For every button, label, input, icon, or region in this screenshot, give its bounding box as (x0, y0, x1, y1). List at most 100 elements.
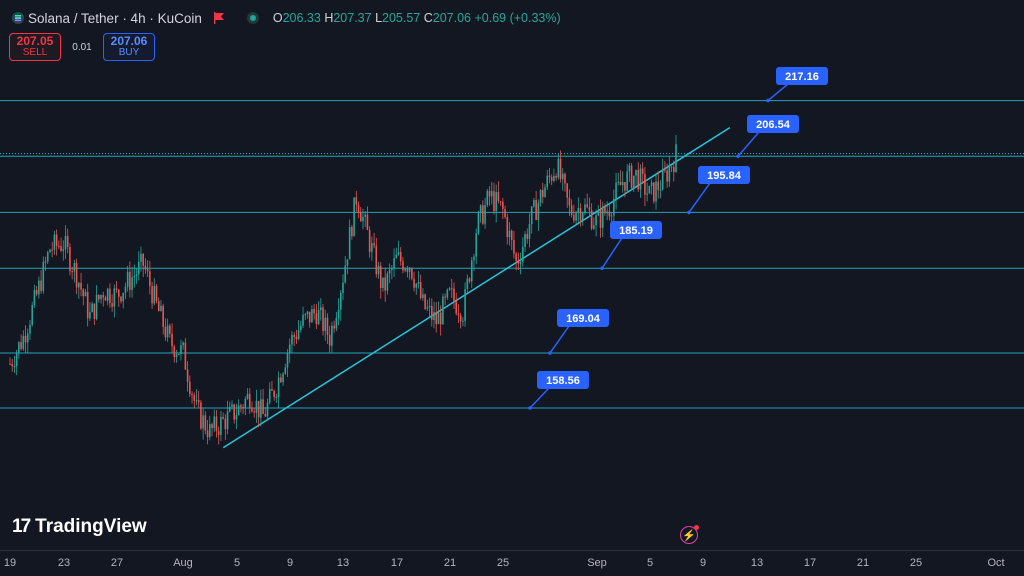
candle-body (553, 175, 555, 181)
candle-body (431, 305, 433, 320)
sell-label: SELL (22, 47, 48, 58)
candle-body (533, 200, 535, 207)
close-label: C (423, 11, 433, 25)
candle-body (528, 224, 531, 239)
candle-body (568, 197, 571, 206)
candle-body (388, 269, 391, 274)
candle-body (33, 289, 36, 306)
candle-body (189, 381, 191, 394)
candle-body (379, 265, 382, 288)
candle-body (344, 265, 347, 283)
candle-body (95, 294, 98, 319)
candle-body (586, 204, 588, 208)
candle-body (64, 235, 67, 250)
candle-body (91, 303, 93, 313)
candle-body (284, 367, 287, 374)
candle-body (444, 296, 446, 298)
level-label-box (776, 67, 828, 85)
level-anchor-dot (736, 154, 740, 159)
candle-body (530, 206, 533, 225)
candle-body (75, 262, 78, 288)
open-value: 206.33 (282, 11, 321, 25)
buy-button[interactable]: 207.06 BUY (103, 33, 155, 61)
candle-body (666, 170, 668, 182)
candle-body (490, 191, 493, 197)
candle-body (18, 342, 20, 353)
candle-body (295, 337, 298, 339)
bolt-icon[interactable]: ⚡ (680, 525, 699, 544)
candle-body (231, 404, 233, 407)
candle-body (131, 277, 133, 290)
flag-icon[interactable] (213, 12, 225, 24)
trendline (222, 127, 731, 449)
candle-body (588, 207, 591, 211)
candle-body (38, 280, 40, 295)
symbol-header: Solana / Tether · 4h · KuCoin O206.33 H2… (12, 8, 561, 28)
candle-body (377, 265, 380, 275)
candle-body (166, 325, 169, 338)
candle-body (29, 324, 31, 334)
tradingview-logo[interactable]: 17 TradingView (12, 516, 147, 538)
candle-body (510, 230, 513, 241)
candle-body (15, 352, 18, 367)
candle-body (69, 246, 71, 272)
candle-body (635, 169, 637, 176)
candle-body (115, 288, 118, 290)
candle-body (228, 406, 231, 412)
candle-body (624, 182, 626, 191)
candle-body (111, 303, 113, 307)
candle-body (544, 187, 546, 198)
candle-body (675, 144, 677, 173)
sell-button[interactable]: 207.05 SELL (9, 33, 61, 61)
candle-body (546, 175, 549, 188)
candle-body (644, 173, 646, 195)
level-label-pointer (529, 387, 550, 409)
level-label-pointer (767, 83, 789, 102)
candle-body (322, 307, 324, 332)
candle-body (273, 390, 275, 398)
time-axis[interactable]: 19 23 27 Aug 5 9 13 17 21 25 Sep 5 9 13 17 21 25 Oct (0, 550, 1024, 576)
candle-body (564, 173, 566, 184)
candle-body (78, 282, 80, 288)
candle-body (437, 312, 440, 325)
candle-body (73, 262, 76, 272)
candle-body (260, 399, 262, 418)
symbol-title[interactable]: Solana / Tether · 4h · KuCoin (28, 10, 202, 26)
candle-body (100, 295, 102, 300)
candle-body (653, 182, 655, 202)
candle-body (106, 288, 109, 301)
candle-body (488, 190, 491, 197)
x-tick-label: 21 (443, 557, 457, 569)
candle-body (391, 268, 393, 270)
candle-body (162, 305, 164, 327)
candle-body (357, 204, 360, 213)
candle-body (375, 245, 378, 275)
candle-body (593, 225, 595, 229)
price-chart[interactable]: 217.16 206.54 195.84 185.19 169.04 158.56 (0, 0, 1024, 550)
candle-body (406, 268, 409, 272)
candle-body (66, 235, 69, 247)
candle-body (557, 158, 560, 178)
candle-body (561, 173, 564, 180)
candle-body (610, 215, 613, 217)
candle-body (313, 309, 315, 314)
candle-body (386, 273, 389, 291)
candle-body (135, 274, 138, 276)
candle-body (173, 346, 176, 358)
candle-body (371, 243, 373, 252)
candle-body (308, 311, 311, 323)
candle-body (508, 230, 511, 238)
candle-body (98, 294, 100, 300)
candle-body (86, 291, 89, 319)
trend-line (222, 127, 731, 449)
x-tick-label: 21 (856, 557, 870, 569)
candle-body (459, 315, 462, 322)
candle-body (657, 181, 660, 190)
candle-body (641, 168, 644, 174)
candle-body (242, 406, 244, 409)
candle-body (31, 305, 33, 325)
candle-body (493, 191, 495, 212)
candle-body (306, 311, 309, 315)
candle-body (362, 216, 364, 222)
candle-body (320, 307, 322, 310)
